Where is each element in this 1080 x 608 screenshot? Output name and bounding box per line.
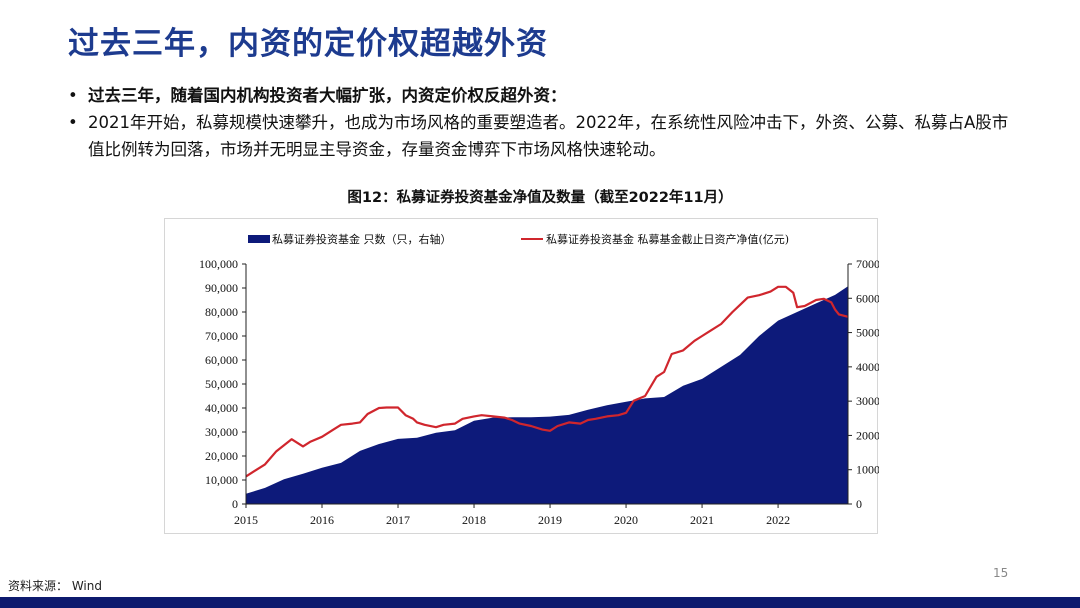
chart-legend: 私募证券投资基金 只数（只，右轴） 私募证券投资基金 私募基金截止日资产净值(亿…: [248, 232, 789, 246]
page-number: 15: [993, 566, 1009, 580]
left-axis-tick-label: 50,000: [205, 377, 238, 391]
right-axis-tick-label: 60000: [856, 291, 879, 305]
left-axis-tick-label: 80,000: [205, 305, 238, 319]
plot-area: 0 10,000 20,000 30,000 40,000 50,000 60,000 70,…: [199, 257, 879, 527]
bullet-list: • 过去三年，随着国内机构投资者大幅扩张，内资定价权反超外资： • 2021年开…: [62, 82, 1022, 163]
left-axis-tick-label: 20,000: [205, 449, 238, 463]
x-axis-tick-label: 2019: [538, 513, 562, 527]
left-axis-tick-label: 100,000: [199, 257, 238, 271]
series-line-net-asset-value: [245, 285, 849, 478]
x-axis-tick-label: 2018: [462, 513, 486, 527]
x-axis-tick-label: 2016: [310, 513, 334, 527]
right-axis-tick-label: 70000: [856, 257, 879, 271]
left-axis-tick-label: 40,000: [205, 401, 238, 415]
bullet-item-1: • 过去三年，随着国内机构投资者大幅扩张，内资定价权反超外资：: [62, 82, 1022, 109]
right-axis-tick-label: 10000: [856, 463, 879, 477]
chart-frame: 私募证券投资基金 只数（只，右轴） 私募证券投资基金 私募基金截止日资产净值(亿…: [164, 218, 879, 534]
legend-swatch-area: [248, 235, 270, 243]
bullet-text-1: 过去三年，随着国内机构投资者大幅扩张，内资定价权反超外资：: [88, 86, 567, 105]
x-axis-tick-label: 2015: [234, 513, 258, 527]
slide-title: 过去三年，内资的定价权超越外资: [68, 26, 548, 62]
x-axis-tick-label: 2017: [386, 513, 410, 527]
right-axis-tick-label: 50000: [856, 326, 879, 340]
right-axis-tick-label: 40000: [856, 360, 879, 374]
legend-label-area: 私募证券投资基金 只数（只，右轴）: [272, 232, 452, 246]
bullet-text-2: 2021年开始，私募规模快速攀升，也成为市场风格的重要塑造者。2022年，在系统…: [88, 113, 1009, 159]
x-axis-tick-label: 2022: [766, 513, 790, 527]
bullet-item-2: • 2021年开始，私募规模快速攀升，也成为市场风格的重要塑造者。2022年，在…: [62, 109, 1022, 163]
left-axis-tick-label: 60,000: [205, 353, 238, 367]
footer-bar: [0, 597, 1080, 608]
legend-label-line: 私募证券投资基金 私募基金截止日资产净值(亿元): [546, 232, 789, 246]
right-axis-tick-label: 30000: [856, 394, 879, 408]
left-axis-tick-label: 30,000: [205, 425, 238, 439]
chart-canvas: 私募证券投资基金 只数（只，右轴） 私募证券投资基金 私募基金截止日资产净值(亿…: [199, 232, 879, 527]
x-axis-tick-label: 2020: [614, 513, 638, 527]
x-axis-tick-label: 2021: [690, 513, 714, 527]
bullet-dot: •: [68, 113, 78, 132]
series-area-fund-count: [246, 286, 848, 504]
source-note: 资料来源： Wind: [8, 579, 102, 593]
left-axis-tick-label: 0: [232, 497, 238, 511]
right-axis-tick-label: 20000: [856, 428, 879, 442]
left-axis-tick-label: 90,000: [205, 281, 238, 295]
right-axis-tick-label: 0: [856, 497, 862, 511]
chart-title: 图12：私募证券投资基金净值及数量（截至2022年11月）: [347, 190, 733, 206]
left-axis-tick-label: 70,000: [205, 329, 238, 343]
left-axis-tick-label: 10,000: [205, 473, 238, 487]
bullet-dot: •: [68, 86, 78, 105]
